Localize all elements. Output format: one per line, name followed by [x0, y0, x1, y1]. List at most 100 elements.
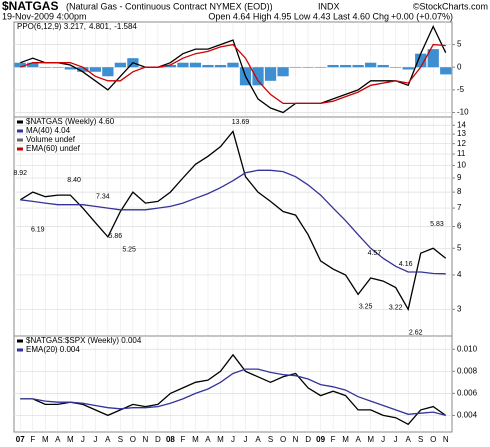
x-tick-label: M	[217, 435, 224, 444]
histogram-bar	[252, 67, 264, 86]
price-annotation: 6.19	[31, 227, 45, 234]
y-tick-label: -10	[457, 108, 469, 117]
histogram-bar	[427, 49, 439, 68]
x-tick-label: F	[30, 435, 35, 444]
exchange: INDX	[318, 1, 340, 11]
price-annotation: 8.40	[67, 177, 81, 184]
price-annotation: 13.69	[232, 119, 250, 126]
x-tick-label: N	[443, 435, 449, 444]
y-tick-label: 0.004	[457, 411, 478, 420]
x-tick-label: J	[93, 435, 97, 444]
quote: Open 4.64 High 4.95 Low 4.43 Last 4.60 C…	[208, 11, 389, 21]
price-annotation: 4.16	[399, 261, 413, 268]
histogram-bar	[440, 67, 452, 75]
histogram-bar	[77, 67, 89, 72]
histogram-bar	[314, 67, 327, 68]
series-line	[20, 43, 446, 105]
price-annotation: 5.25	[122, 246, 136, 253]
price-annotation: 3.25	[359, 304, 373, 311]
y-tick-label: 8	[457, 187, 462, 196]
series-line	[20, 24, 447, 114]
histogram-bar	[415, 53, 427, 68]
legend-entry: -1.584	[114, 22, 137, 31]
histogram-bar	[64, 67, 76, 70]
y-tick-label: 0.008	[457, 366, 478, 375]
x-tick-label: M	[192, 435, 199, 444]
x-tick-label: D	[305, 435, 311, 444]
price-annotation: 5.86	[109, 233, 123, 240]
symbol: $NATGAS	[2, 0, 58, 13]
x-tick-label: S	[418, 435, 423, 444]
legend-entry: MA(40) 4.04	[26, 126, 71, 135]
y-tick-label: 12	[457, 139, 466, 148]
y-tick-label: 7	[457, 203, 462, 212]
x-tick-label: N	[293, 435, 299, 444]
histogram-bar	[214, 64, 227, 68]
legend-entry: EMA(20) 0.004	[26, 345, 80, 354]
x-tick-label: O	[130, 435, 136, 444]
date: 19-Nov-2009 4:00pm	[2, 11, 87, 21]
histogram-bar	[114, 62, 127, 68]
histogram-bar	[339, 64, 352, 68]
legend-swatch	[17, 129, 23, 133]
y-tick-label: -5	[457, 85, 465, 94]
price-annotation: 4.57	[368, 250, 382, 257]
histogram-bar	[52, 67, 64, 68]
series-line	[19, 130, 447, 312]
legend-entry: $NATGAS (Weekly) 4.60	[26, 117, 115, 126]
price-annotation: 2.62	[409, 329, 423, 336]
series-line	[20, 368, 446, 417]
legend-entry: $NATGAS:$SPX (Weekly) 0.004	[26, 336, 142, 345]
histogram-bar	[277, 67, 289, 77]
y-tick-label: 13	[457, 129, 466, 138]
x-tick-label: A	[55, 435, 61, 444]
y-tick-label: 4	[457, 270, 462, 279]
x-tick-label: J	[244, 435, 248, 444]
histogram-bar	[227, 62, 239, 68]
x-tick-label: S	[118, 435, 123, 444]
price-annotation: 8.92	[13, 170, 27, 177]
x-tick-label: F	[331, 435, 336, 444]
legend-swatch	[17, 138, 23, 142]
y-tick-label: 10	[457, 161, 466, 170]
x-tick-label: J	[394, 435, 398, 444]
histogram-bar	[402, 67, 414, 70]
x-tick-label: M	[42, 435, 49, 444]
histogram-bar	[39, 67, 51, 68]
x-tick-label: J	[81, 435, 85, 444]
x-tick-label: M	[367, 435, 374, 444]
histogram-bar	[289, 67, 302, 68]
y-tick-label: 3	[457, 304, 462, 313]
x-tick-label: A	[205, 435, 211, 444]
histogram-bar	[365, 62, 377, 68]
y-tick-label: 11	[457, 149, 466, 158]
x-tick-label: S	[268, 435, 273, 444]
x-tick-label: A	[406, 435, 412, 444]
y-tick-label: 0.010	[457, 344, 478, 353]
legend-swatch	[17, 147, 23, 151]
change: +0.00 (+0.07%)	[391, 11, 453, 21]
legend-swatch	[17, 339, 23, 343]
series-line	[20, 169, 446, 275]
y-tick-label: 5	[457, 243, 462, 252]
legend-entry: 4.801,	[89, 22, 111, 31]
x-tick-label: 09	[316, 435, 325, 444]
histogram-bar	[377, 64, 389, 68]
y-tick-label: 6	[457, 222, 462, 231]
x-tick-label: F	[180, 435, 185, 444]
x-tick-label: O	[280, 435, 286, 444]
x-tick-label: A	[105, 435, 111, 444]
y-tick-label: 5	[457, 40, 462, 49]
x-tick-label: A	[255, 435, 261, 444]
source: ©StockCharts.com	[413, 1, 488, 11]
series-line	[20, 353, 447, 426]
price-annotation: 3.22	[389, 305, 403, 312]
price-annotation: 7.34	[96, 193, 110, 200]
x-tick-label: D	[155, 435, 161, 444]
legend-swatch	[17, 120, 23, 124]
y-tick-label: 0.006	[457, 388, 478, 397]
histogram-bar	[164, 64, 177, 68]
x-tick-label: 08	[166, 435, 175, 444]
y-tick-label: 9	[457, 173, 462, 182]
x-tick-label: 07	[16, 435, 25, 444]
